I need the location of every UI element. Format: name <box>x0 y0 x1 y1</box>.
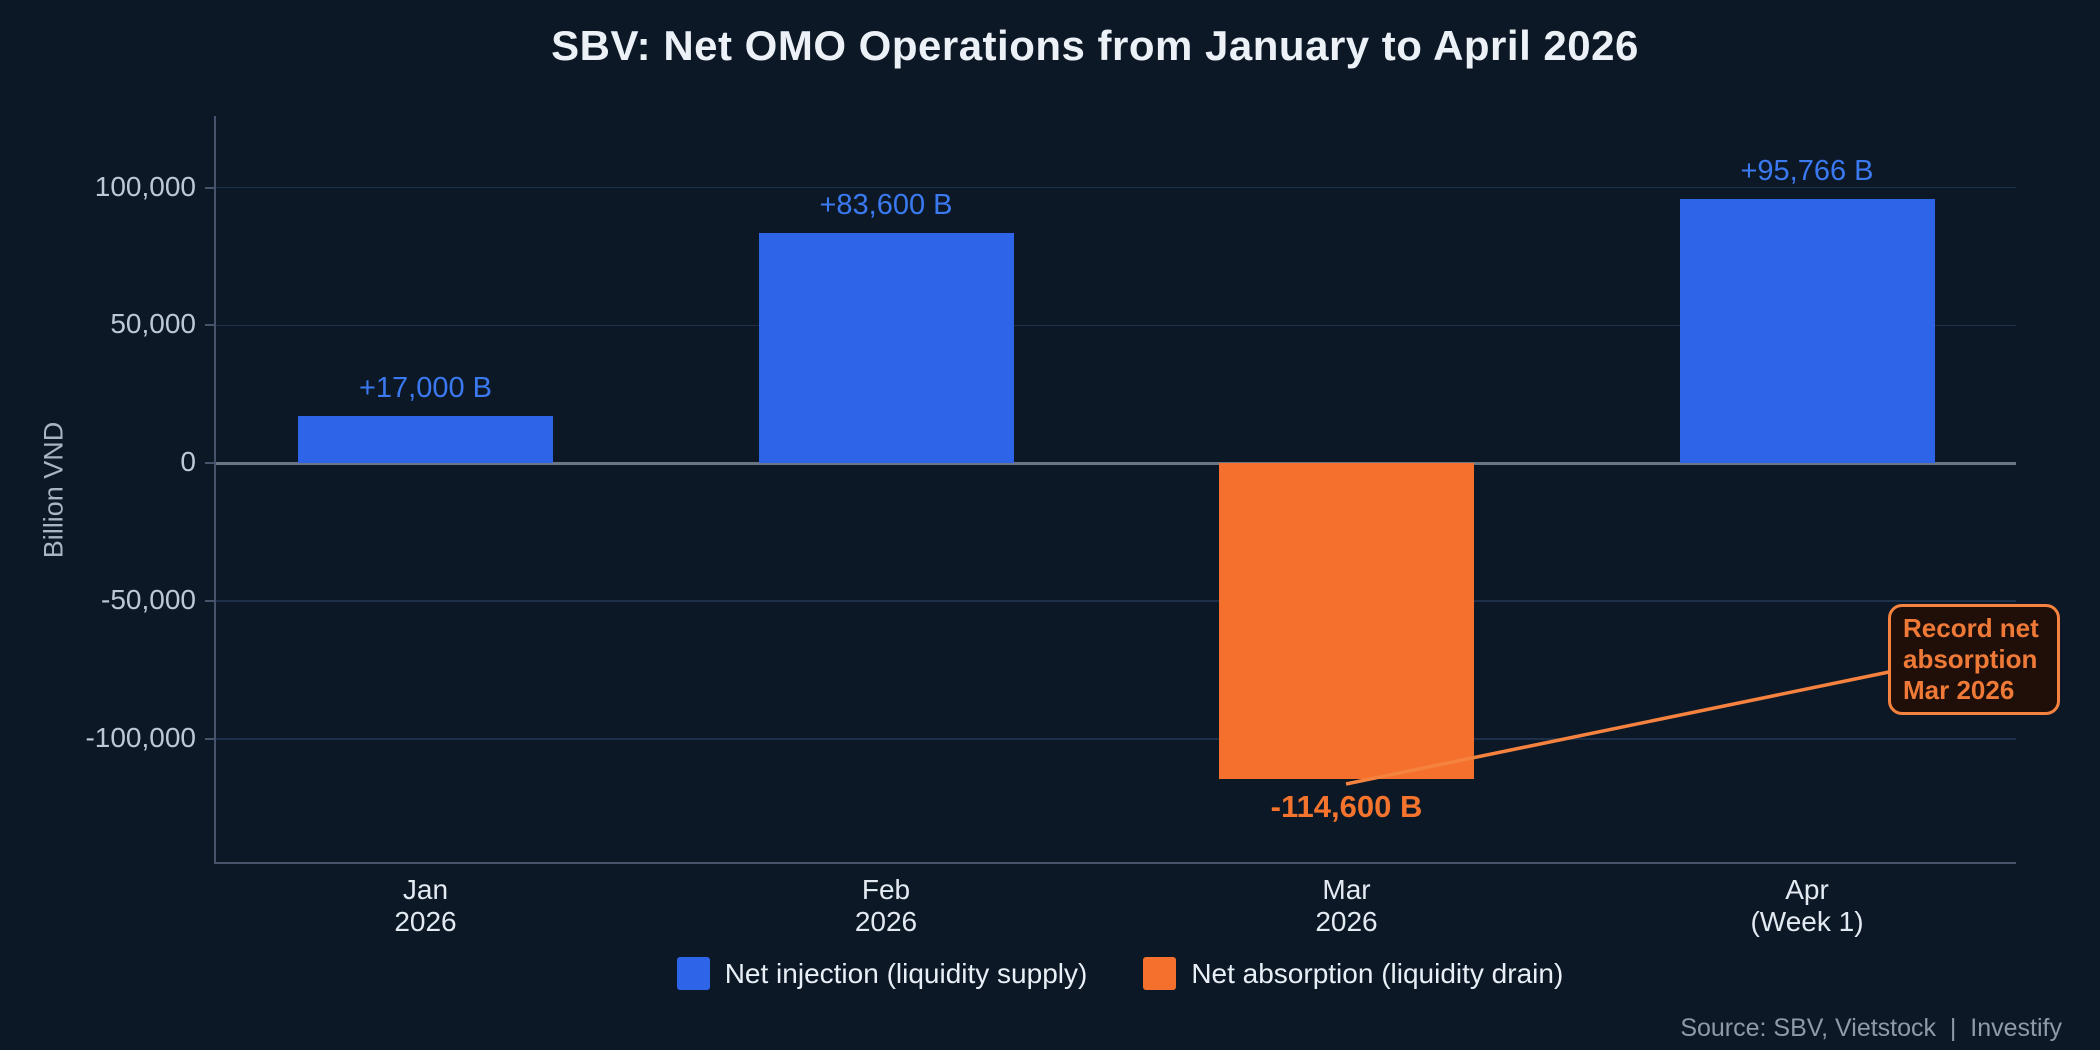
bar-jan <box>298 416 553 464</box>
y-tick-label: -50,000 <box>101 584 196 616</box>
y-tick-mark <box>205 324 216 327</box>
x-axis-label-apr: Apr (Week 1) <box>1750 874 1864 937</box>
legend-label: Net absorption (liquidity drain) <box>1191 957 1564 989</box>
y-tick-mark <box>205 600 216 603</box>
gridline <box>216 738 2016 740</box>
zero-baseline <box>216 461 2016 465</box>
bar-value-label-feb: +83,600 B <box>819 188 953 221</box>
y-axis-title: Billion VND <box>38 421 69 559</box>
x-axis-label-feb: Feb 2026 <box>854 874 918 937</box>
bar-apr <box>1679 199 1935 464</box>
legend-label: Net injection (liquidity supply) <box>724 957 1088 989</box>
annotation-callout: Record net absorption Mar 2026 <box>1888 604 2060 715</box>
y-tick-mark <box>205 186 216 189</box>
y-tick-label: -100,000 <box>85 721 196 753</box>
bar-value-label-mar: -114,600 B <box>1270 789 1423 825</box>
x-axis-label-mar: Mar 2026 <box>1315 874 1378 937</box>
y-tick-label: 100,000 <box>94 170 196 202</box>
y-tick-mark <box>205 737 216 740</box>
y-tick-label: 50,000 <box>110 308 196 340</box>
legend-item-absorption: Net absorption (liquidity drain) <box>1143 957 1563 990</box>
x-axis-label-jan: Jan 2026 <box>394 874 457 937</box>
legend-item-injection: Net injection (liquidity supply) <box>676 957 1088 990</box>
y-axis-line <box>214 116 216 864</box>
legend-swatch-injection <box>676 957 710 990</box>
bar-value-label-apr: +95,766 B <box>1740 155 1874 188</box>
bar-value-label-jan: +17,000 B <box>358 372 493 405</box>
gridline <box>216 324 2016 327</box>
legend: Net injection (liquidity supply) Net abso… <box>70 957 2100 990</box>
legend-swatch-absorption <box>1143 957 1177 990</box>
bar-mar <box>1219 463 1474 780</box>
x-axis-line <box>214 862 2016 864</box>
y-tick-label: 0 <box>180 446 196 478</box>
gridline <box>216 186 2016 189</box>
bar-feb <box>758 232 1014 464</box>
source-credit: Source: SBV, Vietstock | Investify <box>1680 1014 2062 1042</box>
chart-title: SBV: Net OMO Operations from January to … <box>551 22 1639 69</box>
y-tick-mark <box>205 462 216 465</box>
gridline <box>216 600 2016 602</box>
